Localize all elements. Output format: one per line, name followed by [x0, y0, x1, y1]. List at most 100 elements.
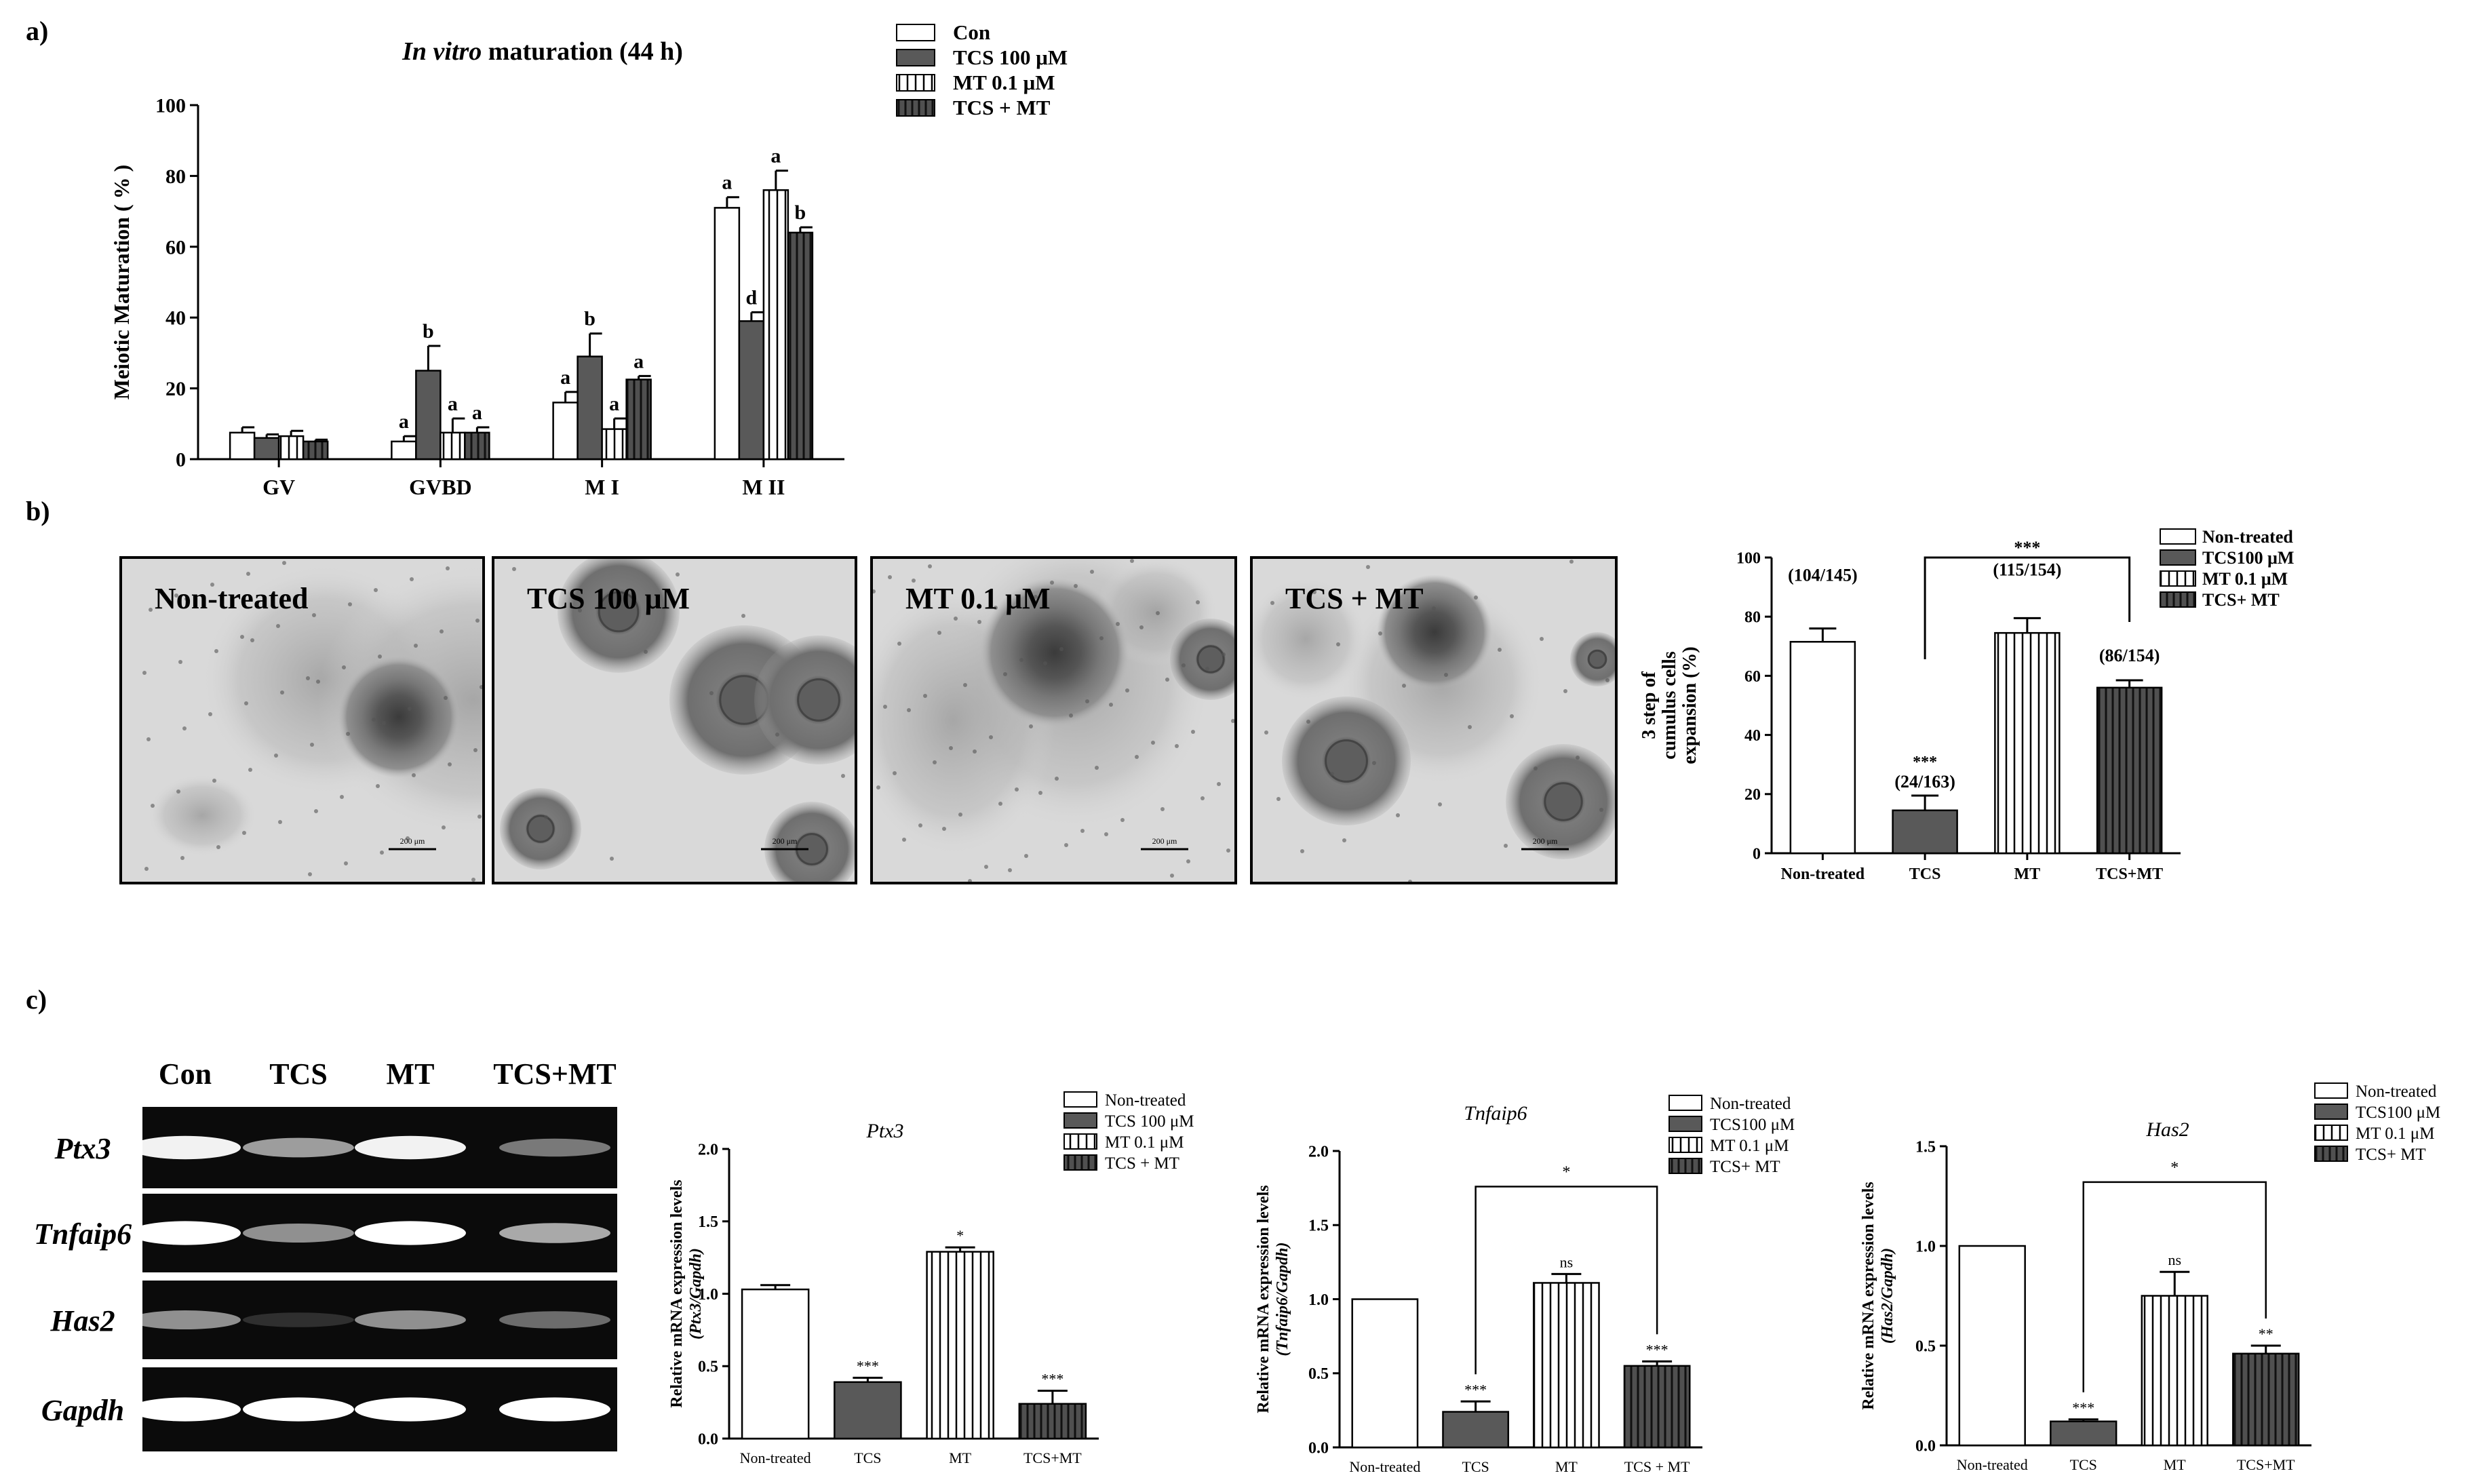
cell-debris [1015, 787, 1019, 792]
chart-a-y-tick-label: 60 [165, 236, 186, 258]
chart-a-title: In vitro maturation (44 h) [402, 37, 683, 66]
gel-gene-label: Ptx3 [54, 1132, 111, 1165]
cell-debris [242, 831, 246, 835]
gel-band [243, 1137, 354, 1158]
chart-c2-legend-swatch [1668, 1095, 1702, 1111]
chart-a-legend-entry: Con [953, 20, 990, 44]
cell-debris [244, 701, 248, 705]
cell-debris [1336, 642, 1340, 646]
cell-debris [378, 655, 382, 659]
chart-c3-category-label: Non-treated [1957, 1456, 2028, 1473]
chart-c3-legend-entry: TCS+ MT [2356, 1146, 2426, 1164]
cell-debris [676, 572, 680, 577]
cell-debris [902, 838, 906, 842]
cell-debris [471, 878, 475, 882]
gel-band [130, 1310, 241, 1329]
chart-b-y-label: 3 step of [1639, 671, 1660, 739]
chart-b-legend-swatch [2160, 591, 2196, 608]
cell-debris [1576, 756, 1580, 760]
oocyte [797, 678, 840, 722]
chart-a-y-tick-label: 80 [165, 165, 186, 188]
cell-debris [1378, 631, 1382, 636]
cell-debris [412, 773, 416, 777]
cell-debris [876, 785, 880, 789]
gel-column-label: Con [159, 1057, 212, 1091]
chart-c3-bar [2141, 1295, 2208, 1447]
cell-debris [274, 754, 278, 758]
cell-debris [1151, 741, 1155, 745]
gel-column-label: TCS [269, 1057, 328, 1091]
micrograph-frame [492, 556, 857, 884]
cell-debris [994, 606, 998, 610]
cell-debris [977, 620, 981, 624]
cell-debris [248, 768, 252, 772]
cell-debris [1074, 584, 1078, 588]
chart-a-title-italic: In vitro [402, 37, 482, 66]
chart-b-y-label: expansion (%) [1679, 646, 1700, 764]
cell-debris [1605, 678, 1609, 682]
chart-b-bar-count: (104/145) [1788, 566, 1858, 585]
chart-a-bar-letter: b [795, 201, 806, 224]
chart-c2-bar [1623, 1365, 1691, 1449]
micrograph [872, 558, 1236, 883]
chart-a-legend-swatch [896, 99, 935, 117]
chart-b-bar [1789, 641, 1856, 855]
chart-a-category-label: GV [262, 475, 295, 499]
chart-c1-category-label: TCS [854, 1449, 881, 1466]
cell-debris [1201, 796, 1205, 800]
cell-debris [1034, 595, 1038, 599]
oocyte [1544, 782, 1583, 821]
cell-debris [246, 572, 250, 576]
cell-debris [1024, 854, 1028, 858]
chart-c3-legend-swatch [2314, 1104, 2348, 1120]
chart-c2-bracket-label: * [1562, 1163, 1570, 1181]
chart-c2-category-label: TCS + MT [1624, 1458, 1690, 1475]
chart-a-legend-entry: MT 0.1 μM [953, 71, 1055, 94]
chart-a-bar [302, 440, 329, 461]
chart-a-y-tick-label: 0 [176, 449, 186, 471]
chart-b-legend-swatch [2160, 570, 2196, 587]
scale-bar-label: 200 μm [1533, 836, 1558, 846]
oocyte-complex [338, 656, 460, 778]
cell-debris [306, 676, 310, 680]
chart-c3-bar [2050, 1420, 2117, 1447]
cell-debris [841, 774, 845, 778]
gel-column-label: TCS+MT [493, 1057, 617, 1091]
cell-debris [446, 566, 450, 570]
cell-debris [1372, 761, 1376, 765]
cell-debris [344, 861, 348, 865]
cell-debris [1186, 859, 1190, 863]
cell-debris [918, 823, 922, 827]
chart-a-bar [440, 431, 466, 461]
chart-c1-legend-swatch [1063, 1112, 1097, 1129]
gel-gene-label: Tnfaip6 [34, 1217, 132, 1251]
chart-b-category-label: TCS [1909, 865, 1941, 883]
cell-debris [442, 825, 446, 829]
cell-debris [963, 683, 967, 687]
oocyte-complex [1377, 574, 1492, 690]
cell-debris [1064, 843, 1068, 847]
cell-debris [1366, 565, 1370, 569]
cell-debris [1120, 818, 1125, 822]
chart-c3-legend-entry: MT 0.1 μM [2356, 1125, 2434, 1143]
chart-c1-category-label: MT [949, 1449, 972, 1466]
chart-c2-y-tick-label: 2.0 [1308, 1143, 1329, 1160]
cell-debris [1534, 766, 1538, 770]
chart-c2-legend-swatch [1668, 1137, 1702, 1153]
chart-c1-legend-swatch [1063, 1133, 1097, 1150]
cell-debris [178, 660, 182, 664]
cell-debris [958, 813, 962, 817]
chart-c3-significance: ** [2259, 1325, 2273, 1342]
cell-debris [1231, 719, 1235, 723]
chart-a-bar-letter: a [448, 393, 458, 415]
cell-debris [1563, 689, 1567, 693]
chart-c3-y-tick-label: 0.0 [1915, 1437, 1936, 1455]
chart-c3-y-tick-label: 1.5 [1915, 1138, 1936, 1156]
chart-c3-legend-swatch [2314, 1125, 2348, 1141]
chart-c3-y-label: Relative mRNA expression levels [1860, 1182, 1877, 1409]
cell-debris [1029, 724, 1033, 728]
cell-debris [1050, 581, 1054, 585]
chart-c2-y-label: Relative mRNA expression levels [1255, 1185, 1272, 1413]
micrograph-label: TCS + MT [1285, 582, 1424, 615]
